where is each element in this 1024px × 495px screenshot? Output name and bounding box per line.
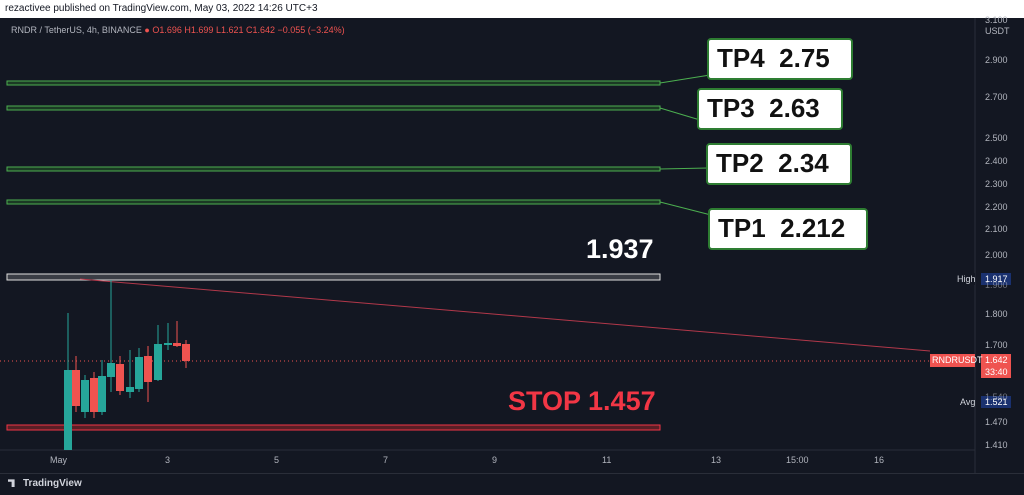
tp2-callout[interactable]: TP2 2.34 xyxy=(706,143,852,185)
price-tick: 1.800 xyxy=(985,309,1008,319)
time-tick: 9 xyxy=(492,455,498,465)
candle xyxy=(90,378,98,412)
symbol-info: RNDR / TetherUS, 4h, BINANCE ● O1.696 H1… xyxy=(11,25,345,35)
time-axis[interactable]: May 3 5 7 9 11 13 15:00 16 xyxy=(0,452,975,472)
ohlc-low: L1.621 xyxy=(215,25,244,35)
candle xyxy=(81,380,89,412)
price-tick: 2.700 xyxy=(985,92,1008,102)
price-tick: 2.000 xyxy=(985,250,1008,260)
time-tick: 7 xyxy=(383,455,389,465)
price-tick: 2.200 xyxy=(985,202,1008,212)
high-tag-bg xyxy=(981,273,1011,285)
ohlc-open: O1.696 xyxy=(152,25,182,35)
candle xyxy=(182,344,190,361)
symbol-name: RNDR / TetherUS, 4h, BINANCE xyxy=(11,25,142,35)
resistance-zone[interactable] xyxy=(6,273,661,281)
chart-canvas[interactable] xyxy=(0,18,1024,473)
currency-label: USDT xyxy=(985,26,1010,36)
tp3-zone[interactable] xyxy=(6,105,661,111)
symbol-tag-bg xyxy=(930,354,975,367)
tp4-zone[interactable] xyxy=(6,80,661,86)
last-price-value: 1.642 xyxy=(985,355,1008,365)
tp1-zone[interactable] xyxy=(6,199,661,205)
tradingview-logo[interactable]: TradingView xyxy=(8,474,82,494)
tradingview-logo-icon xyxy=(8,479,15,488)
tp2-zone[interactable] xyxy=(6,166,661,172)
candle xyxy=(164,343,172,345)
stop-label[interactable]: STOP 1.457 xyxy=(508,386,656,416)
tp4-callout[interactable]: TP4 2.75 xyxy=(707,38,853,80)
footer-bar: TradingView xyxy=(0,473,1024,495)
price-tick: 1.900 xyxy=(985,280,1008,290)
candle xyxy=(135,357,143,389)
time-tick: 11 xyxy=(602,455,612,465)
time-tick: May xyxy=(50,455,68,465)
price-axis[interactable]: USDT 3.100 2.900 2.700 2.500 2.400 2.300… xyxy=(976,15,1024,473)
candle xyxy=(98,376,106,412)
price-tick: 2.300 xyxy=(985,179,1008,189)
candle xyxy=(173,343,181,346)
time-tick: 16 xyxy=(874,455,885,465)
chart-area[interactable]: RNDR / TetherUS, 4h, BINANCE ● O1.696 H1… xyxy=(0,15,1024,473)
symbol-tag: RNDRUSDT xyxy=(932,355,983,365)
price-tick: 1.700 xyxy=(985,340,1008,350)
candle xyxy=(144,356,152,382)
tp1-callout[interactable]: TP1 2.212 xyxy=(708,208,868,250)
high-value: 1.917 xyxy=(985,274,1008,284)
ohlc-high: H1.699 xyxy=(184,25,214,35)
tp3-callout[interactable]: TP3 2.63 xyxy=(697,88,843,130)
price-tick: 2.900 xyxy=(985,55,1008,65)
tp3-connector xyxy=(659,107,701,121)
candles[interactable] xyxy=(64,280,190,450)
resistance-label[interactable]: 1.937 xyxy=(586,234,654,264)
avg-tag-bg xyxy=(981,396,1011,408)
candle xyxy=(154,344,162,380)
candle xyxy=(64,370,72,450)
price-tick: 1.470 xyxy=(985,417,1008,427)
price-tick: 3.100 xyxy=(985,15,1008,25)
ohlc-close: C1.642 xyxy=(245,25,276,35)
publisher-bar: rezactivee published on TradingView.com,… xyxy=(0,0,1024,18)
trend-line[interactable] xyxy=(79,278,931,352)
tp4-connector xyxy=(659,74,711,84)
candle xyxy=(116,364,124,391)
candle xyxy=(107,363,115,377)
price-tick: 1.410 xyxy=(985,440,1008,450)
time-tick: 15:00 xyxy=(786,455,809,465)
time-tick: 3 xyxy=(165,455,171,465)
time-tick: 5 xyxy=(274,455,280,465)
tp1-connector xyxy=(659,201,712,216)
price-tick: 2.400 xyxy=(985,156,1008,166)
avg-label: Avg xyxy=(960,397,976,407)
last-price-tag-bg xyxy=(981,354,1011,378)
publisher-text: rezactivee published on TradingView.com,… xyxy=(5,3,318,14)
price-tick: 2.500 xyxy=(985,133,1008,143)
avg-value: 1.521 xyxy=(985,397,1008,407)
candle xyxy=(72,370,80,406)
countdown-value: 33:40 xyxy=(985,367,1008,377)
ohlc-change: −0.055 (−3.24%) xyxy=(277,25,345,35)
price-tick: 1.540 xyxy=(985,392,1008,402)
brand-text: TradingView xyxy=(23,478,82,489)
stop-zone[interactable] xyxy=(6,424,661,431)
status-dot: ● xyxy=(144,25,150,35)
high-label-bg xyxy=(955,273,975,285)
time-tick: 13 xyxy=(711,455,722,465)
candle xyxy=(126,387,134,392)
high-label: High xyxy=(957,274,976,284)
tp2-connector xyxy=(659,167,709,170)
price-tick: 2.100 xyxy=(985,224,1008,234)
